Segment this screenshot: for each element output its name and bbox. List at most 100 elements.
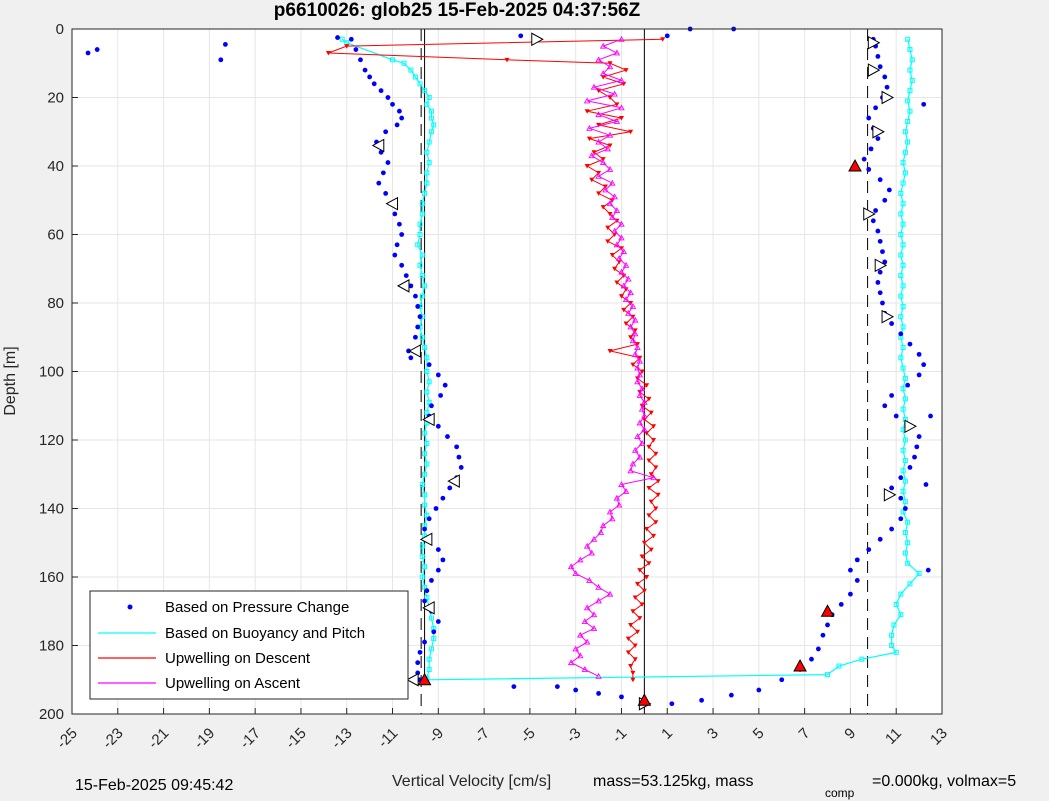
buoyancy-point bbox=[859, 656, 865, 662]
descent-point bbox=[504, 57, 510, 63]
buoyancy-point bbox=[905, 98, 911, 104]
descent-point bbox=[630, 670, 636, 676]
ascent-point bbox=[629, 302, 637, 309]
x-tick-label: -25 bbox=[53, 725, 80, 752]
descent-point bbox=[625, 636, 631, 642]
descent-point bbox=[646, 444, 652, 450]
descent-point bbox=[630, 677, 636, 683]
pressure-point bbox=[335, 35, 340, 40]
y-tick-label: 20 bbox=[47, 90, 64, 107]
ascent-point bbox=[581, 666, 589, 672]
pressure-point bbox=[518, 33, 524, 39]
descent-marker bbox=[637, 693, 652, 706]
buoyancy-point bbox=[417, 81, 423, 87]
buoyancy-point bbox=[900, 262, 906, 268]
ascent-point bbox=[627, 467, 634, 474]
pressure-point bbox=[877, 290, 883, 296]
buoyancy-point bbox=[905, 519, 911, 525]
buoyancy-point bbox=[424, 149, 430, 155]
x-tick-label: 13 bbox=[927, 725, 951, 749]
descent-point bbox=[648, 472, 654, 477]
ascent-point bbox=[618, 481, 625, 487]
pressure-point bbox=[413, 293, 418, 299]
buoyancy-point bbox=[905, 36, 911, 42]
pressure-point bbox=[435, 619, 441, 624]
descent-point bbox=[607, 348, 613, 354]
pressure-point bbox=[383, 129, 389, 135]
ascent-marker bbox=[385, 196, 399, 211]
pressure-point bbox=[905, 382, 911, 388]
pressure-point bbox=[619, 694, 624, 700]
pressure-point bbox=[380, 170, 386, 176]
buoyancy-point bbox=[422, 345, 428, 351]
pressure-point bbox=[94, 47, 100, 52]
descent-point bbox=[639, 554, 645, 559]
pressure-point bbox=[882, 197, 888, 203]
buoyancy-point bbox=[902, 499, 908, 505]
ascent-point bbox=[599, 159, 607, 166]
pressure-point bbox=[907, 465, 913, 470]
descent-point bbox=[632, 595, 638, 601]
pressure-point bbox=[222, 42, 228, 47]
pressure-point bbox=[442, 382, 448, 388]
ascent-point bbox=[599, 42, 607, 49]
buoyancy-point bbox=[902, 437, 908, 443]
ascent-point bbox=[641, 412, 648, 419]
buoyancy-point bbox=[431, 636, 437, 642]
ascent-point bbox=[583, 542, 591, 549]
pressure-point bbox=[912, 454, 917, 460]
y-tick-label: 80 bbox=[47, 295, 64, 312]
buoyancy-point bbox=[900, 468, 906, 474]
ascent-marker bbox=[867, 63, 881, 77]
pressure-point bbox=[868, 146, 874, 152]
ascent-point bbox=[622, 296, 630, 303]
ascent-point bbox=[631, 330, 639, 337]
pressure-point bbox=[866, 547, 872, 552]
ascent-point bbox=[638, 405, 646, 412]
legend-label-ascent: Upwelling on Ascent bbox=[165, 675, 301, 692]
pressure-point bbox=[394, 122, 400, 128]
buoyancy-point bbox=[424, 440, 430, 446]
buoyancy-point bbox=[898, 293, 904, 299]
buoyancy-point bbox=[426, 666, 432, 672]
pressure-point bbox=[882, 403, 888, 409]
pressure-point bbox=[353, 47, 359, 52]
ascent-marker bbox=[867, 35, 881, 50]
pressure-point bbox=[925, 567, 931, 573]
ascent-point bbox=[586, 124, 593, 131]
pressure-point bbox=[435, 567, 441, 573]
buoyancy-point bbox=[419, 553, 425, 559]
pressure-point bbox=[921, 101, 927, 107]
pressure-point bbox=[426, 516, 432, 522]
descent-point bbox=[612, 266, 618, 272]
descent-point bbox=[646, 485, 652, 491]
buoyancy-point bbox=[424, 101, 430, 107]
ascent-point bbox=[618, 220, 625, 227]
buoyancy-point bbox=[422, 430, 428, 436]
buoyancy-point bbox=[390, 57, 396, 63]
buoyancy-point bbox=[900, 447, 906, 453]
descent-point bbox=[660, 37, 666, 42]
buoyancy-point bbox=[422, 492, 428, 498]
pressure-point bbox=[877, 238, 883, 244]
pressure-point bbox=[875, 136, 881, 142]
ascent-point bbox=[595, 111, 602, 118]
descent-point bbox=[621, 273, 627, 279]
pressure-point bbox=[699, 697, 705, 703]
chart-title: p6610026: glob25 15-Feb-2025 04:37:56Z bbox=[274, 0, 641, 21]
triangle-markers bbox=[371, 32, 917, 711]
descent-point bbox=[653, 465, 659, 470]
ascent-marker bbox=[874, 258, 888, 273]
descent-point bbox=[623, 287, 629, 292]
buoyancy-point bbox=[900, 160, 906, 166]
descent-point bbox=[605, 239, 611, 244]
ascent-marker bbox=[408, 344, 421, 358]
pressure-point bbox=[870, 218, 876, 224]
pressure-point bbox=[728, 692, 734, 698]
buoyancy-point bbox=[900, 303, 906, 309]
ascent-point bbox=[611, 193, 618, 200]
pressure-point bbox=[898, 495, 904, 501]
buoyancy-point bbox=[424, 461, 430, 467]
ascent-point bbox=[613, 49, 621, 56]
pressure-point bbox=[877, 536, 883, 542]
